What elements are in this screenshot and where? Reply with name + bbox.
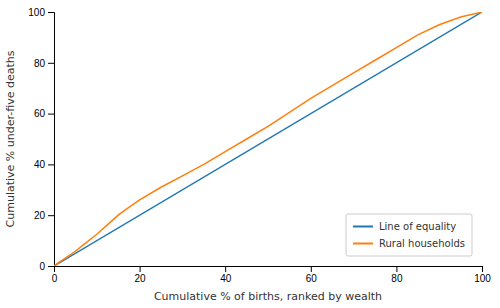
x-tick-label: 60 — [306, 273, 318, 284]
y-axis-title: Cumulative % under-five deaths — [4, 50, 17, 227]
plot-area: 0 20 40 60 80 100 0 20 40 60 80 100 Line of equality… — [28, 7, 491, 284]
x-axis-line — [55, 267, 483, 273]
y-tick-label: 20 — [34, 210, 46, 221]
x-tick: 0 — [52, 266, 58, 284]
legend-label: Rural households — [379, 238, 465, 249]
x-tick-label: 0 — [52, 273, 58, 284]
x-tick-mark — [482, 266, 483, 272]
x-tick-label: 20 — [135, 273, 147, 284]
x-tick: 20 — [135, 266, 147, 284]
x-tick-mark — [225, 266, 226, 272]
y-tick: 40 — [34, 159, 54, 170]
x-tick-label: 80 — [391, 273, 403, 284]
legend-swatch — [353, 226, 373, 228]
chart: 0 20 40 60 80 100 0 20 40 60 80 100 Line of equality… — [0, 0, 500, 308]
y-tick-mark — [48, 266, 54, 267]
y-tick-label: 100 — [28, 7, 45, 18]
y-tick-mark — [48, 12, 54, 13]
y-tick-mark — [48, 164, 54, 165]
y-tick: 20 — [34, 210, 54, 221]
y-tick-label: 40 — [34, 159, 46, 170]
x-tick: 40 — [220, 266, 232, 284]
y-tick: 0 — [39, 261, 54, 272]
x-tick-mark — [396, 266, 397, 272]
x-tick: 80 — [391, 266, 403, 284]
legend-frame — [346, 214, 472, 256]
y-tick: 60 — [34, 108, 54, 119]
y-tick: 100 — [28, 7, 54, 18]
x-tick-mark — [140, 266, 141, 272]
legend-label: Line of equality — [379, 221, 456, 232]
y-tick-label: 80 — [34, 58, 46, 69]
y-axis-line — [48, 13, 55, 267]
x-tick-label: 40 — [220, 273, 232, 284]
x-tick: 100 — [474, 266, 491, 284]
legend-item: Rural households — [353, 238, 465, 249]
y-tick-label: 0 — [39, 261, 45, 272]
series-line — [54, 12, 482, 266]
y-tick-mark — [48, 63, 54, 64]
lines — [54, 12, 482, 266]
legend: Line of equality Rural households — [346, 214, 472, 256]
y-tick-mark — [48, 215, 54, 216]
series-line — [54, 12, 482, 266]
x-axis-title: Cumulative % of births, ranked by wealth — [154, 290, 382, 303]
y-tick-mark — [48, 114, 54, 115]
legend-swatch — [353, 243, 373, 245]
x-tick-mark — [311, 266, 312, 272]
y-axis: 0 20 40 60 80 100 — [28, 7, 54, 272]
y-tick-label: 60 — [34, 108, 46, 119]
x-tick-label: 100 — [474, 273, 491, 284]
x-tick: 60 — [306, 266, 318, 284]
x-axis: 0 20 40 60 80 100 — [52, 266, 492, 284]
legend-item: Line of equality — [353, 221, 456, 232]
y-tick: 80 — [34, 58, 54, 69]
